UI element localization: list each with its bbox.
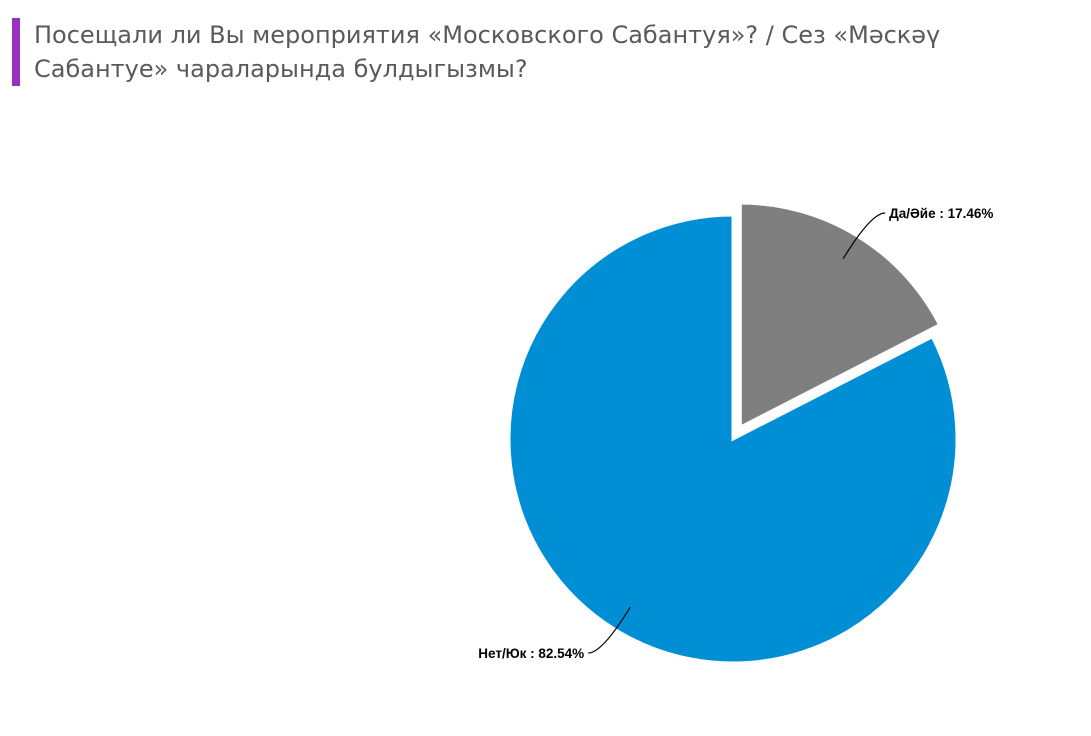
pie-slice-2	[507, 213, 959, 665]
leader-line-1	[842, 212, 886, 260]
title-accent-bar	[12, 18, 20, 86]
pie-slices	[507, 201, 959, 665]
slice-label-1: Да/Әйе : 17.46%	[889, 206, 993, 221]
chart-title-block: Посещали ли Вы мероприятия «Московского …	[12, 18, 1072, 86]
pie-slice-1	[738, 201, 942, 430]
pie-labels: Да/Әйе : 17.46% Нет/Юк : 82.54%	[478, 206, 993, 661]
slice-label-2: Нет/Юк : 82.54%	[478, 646, 584, 661]
chart-title: Посещали ли Вы мероприятия «Московского …	[34, 21, 941, 83]
leader-line-2	[588, 606, 631, 654]
